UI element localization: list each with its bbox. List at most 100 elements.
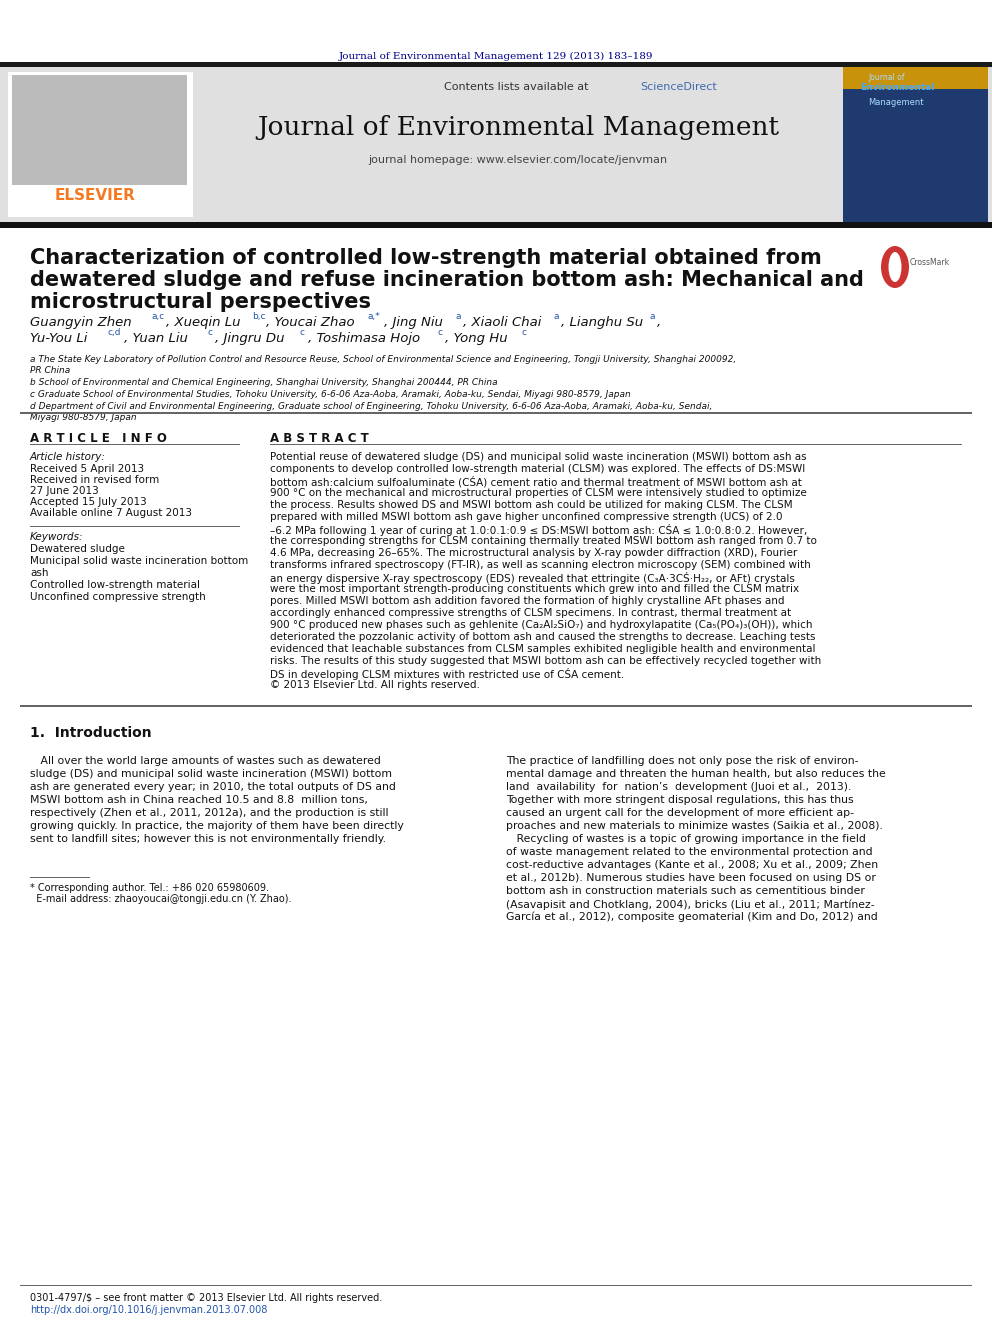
Text: , Yuan Liu: , Yuan Liu [124,332,187,345]
Text: http://dx.doi.org/10.1016/j.jenvman.2013.07.008: http://dx.doi.org/10.1016/j.jenvman.2013… [30,1304,268,1315]
Text: All over the world large amounts of wastes such as dewatered: All over the world large amounts of wast… [30,755,381,766]
Text: Journal of: Journal of [868,73,905,82]
Text: MSWI bottom ash in China reached 10.5 and 8.8  million tons,: MSWI bottom ash in China reached 10.5 an… [30,795,368,804]
Text: c: c [207,328,212,337]
Text: a The State Key Laboratory of Pollution Control and Resource Reuse, School of En: a The State Key Laboratory of Pollution … [30,355,736,364]
Text: c,d: c,d [108,328,121,337]
Text: a: a [649,312,655,321]
Text: b,c: b,c [252,312,266,321]
Text: deteriorated the pozzolanic activity of bottom ash and caused the strengths to d: deteriorated the pozzolanic activity of … [270,632,815,642]
Text: 1.  Introduction: 1. Introduction [30,726,152,740]
Text: 900 °C produced new phases such as gehlenite (Ca₂Al₂SiO₇) and hydroxylapatite (C: 900 °C produced new phases such as gehle… [270,620,812,630]
Text: d Department of Civil and Environmental Engineering, Graduate school of Engineer: d Department of Civil and Environmental … [30,402,712,411]
Text: Controlled low-strength material: Controlled low-strength material [30,579,200,590]
Text: 27 June 2013: 27 June 2013 [30,486,99,496]
Text: Keywords:: Keywords: [30,532,83,542]
Text: * Corresponding author. Tel.: +86 020 65980609.: * Corresponding author. Tel.: +86 020 65… [30,882,269,893]
Text: Accepted 15 July 2013: Accepted 15 July 2013 [30,497,147,507]
Text: evidenced that leachable substances from CLSM samples exhibited negligible healt: evidenced that leachable substances from… [270,644,815,654]
Text: , Jingru Du: , Jingru Du [215,332,285,345]
Text: c Graduate School of Environmental Studies, Tohoku University, 6-6-06 Aza-Aoba, : c Graduate School of Environmental Studi… [30,390,631,400]
Bar [0,222,992,228]
Text: an energy dispersive X-ray spectroscopy (EDS) revealed that ettringite (C₃A·3CŚ·: an energy dispersive X-ray spectroscopy … [270,572,795,583]
Bar [20,411,972,414]
Text: the process. Results showed DS and MSWI bottom ash could be utilized for making : the process. Results showed DS and MSWI … [270,500,793,509]
Text: ash are generated every year; in 2010, the total outputs of DS and: ash are generated every year; in 2010, t… [30,782,396,792]
Bar [20,705,972,706]
Text: Yu-You Li: Yu-You Li [30,332,87,345]
Text: Together with more stringent disposal regulations, this has thus: Together with more stringent disposal re… [506,795,854,804]
Text: caused an urgent call for the development of more efficient ap-: caused an urgent call for the developmen… [506,808,854,818]
Text: Journal of Environmental Management 129 (2013) 183–189: Journal of Environmental Management 129 … [338,52,654,61]
Ellipse shape [881,246,909,288]
Ellipse shape [889,251,902,282]
Text: PR China: PR China [30,366,70,374]
Text: transforms infrared spectroscopy (FT-IR), as well as scanning electron microscop: transforms infrared spectroscopy (FT-IR)… [270,560,810,570]
Text: pores. Milled MSWI bottom ash addition favored the formation of highly crystalli: pores. Milled MSWI bottom ash addition f… [270,595,785,606]
Text: , Toshimasa Hojo: , Toshimasa Hojo [308,332,421,345]
Text: , Jing Niu: , Jing Niu [384,316,442,329]
Text: (Asavapisit and Chotklang, 2004), bricks (Liu et al., 2011; Martínez-: (Asavapisit and Chotklang, 2004), bricks… [506,900,875,909]
Text: were the most important strength-producing constituents which grew into and fill: were the most important strength-produci… [270,583,800,594]
Bar [843,67,988,89]
Text: The practice of landfilling does not only pose the risk of environ-: The practice of landfilling does not onl… [506,755,858,766]
Bar [8,71,193,217]
Text: components to develop controlled low-strength material (CLSM) was explored. The : components to develop controlled low-str… [270,464,806,474]
Text: Unconfined compressive strength: Unconfined compressive strength [30,591,205,602]
Text: a: a [553,312,558,321]
Text: b School of Environmental and Chemical Engineering, Shanghai University, Shangha: b School of Environmental and Chemical E… [30,378,498,388]
Text: et al., 2012b). Numerous studies have been focused on using DS or: et al., 2012b). Numerous studies have be… [506,873,876,882]
Text: a,c: a,c [152,312,166,321]
Text: © 2013 Elsevier Ltd. All rights reserved.: © 2013 Elsevier Ltd. All rights reserved… [270,680,480,691]
Text: Characterization of controlled low-strength material obtained from: Characterization of controlled low-stren… [30,247,821,269]
Text: Potential reuse of dewatered sludge (DS) and municipal solid waste incineration : Potential reuse of dewatered sludge (DS)… [270,452,806,462]
Text: proaches and new materials to minimize wastes (Saikia et al., 2008).: proaches and new materials to minimize w… [506,822,883,831]
Text: ELSEVIER: ELSEVIER [55,188,136,202]
Text: a: a [455,312,460,321]
Bar [12,75,187,185]
Text: bottom ash in construction materials such as cementitious binder: bottom ash in construction materials suc… [506,886,865,896]
Text: ,: , [657,316,662,329]
Text: 900 °C on the mechanical and microstructural properties of CLSM were intensively: 900 °C on the mechanical and microstruct… [270,488,806,497]
Text: Received in revised form: Received in revised form [30,475,160,486]
Text: sent to landfill sites; however this is not environmentally friendly.: sent to landfill sites; however this is … [30,833,386,844]
Bar [843,67,988,222]
Text: Municipal solid waste incineration bottom: Municipal solid waste incineration botto… [30,556,248,566]
Bar [0,67,992,222]
Text: c: c [521,328,526,337]
Text: Guangyin Zhen: Guangyin Zhen [30,316,132,329]
Text: Available online 7 August 2013: Available online 7 August 2013 [30,508,192,519]
Text: Miyagi 980-8579, Japan: Miyagi 980-8579, Japan [30,413,137,422]
Text: mental damage and threaten the human health, but also reduces the: mental damage and threaten the human hea… [506,769,886,779]
Text: the corresponding strengths for CLSM containing thermally treated MSWI bottom as: the corresponding strengths for CLSM con… [270,536,816,546]
Text: –6.2 MPa following 1 year of curing at 1.0:0.1:0.9 ≤ DS:MSWI bottom ash: CŚA ≤ 1: –6.2 MPa following 1 year of curing at 1… [270,524,807,536]
Text: , Yong Hu: , Yong Hu [445,332,508,345]
Text: Contents lists available at: Contents lists available at [444,82,592,93]
Text: c: c [300,328,305,337]
Text: Article history:: Article history: [30,452,106,462]
Text: Journal of Environmental Management: Journal of Environmental Management [257,115,779,140]
Text: , Xueqin Lu: , Xueqin Lu [166,316,240,329]
Text: ScienceDirect: ScienceDirect [640,82,717,93]
Text: , Xiaoli Chai: , Xiaoli Chai [463,316,542,329]
Text: A R T I C L E   I N F O: A R T I C L E I N F O [30,433,167,445]
Text: , Youcai Zhao: , Youcai Zhao [266,316,354,329]
Text: c: c [437,328,442,337]
Bar [0,62,992,67]
Text: microstructural perspectives: microstructural perspectives [30,292,371,312]
Text: ash: ash [30,568,49,578]
Text: DS in developing CLSM mixtures with restricted use of CŚA cement.: DS in developing CLSM mixtures with rest… [270,668,624,680]
Text: García et al., 2012), composite geomaterial (Kim and Do, 2012) and: García et al., 2012), composite geomater… [506,912,878,922]
Text: dewatered sludge and refuse incineration bottom ash: Mechanical and: dewatered sludge and refuse incineration… [30,270,864,290]
Text: accordingly enhanced compressive strengths of CLSM specimens. In contrast, therm: accordingly enhanced compressive strengt… [270,609,792,618]
Bar [195,67,840,222]
Text: journal homepage: www.elsevier.com/locate/jenvman: journal homepage: www.elsevier.com/locat… [368,155,668,165]
Text: CrossMark: CrossMark [910,258,950,267]
Text: A B S T R A C T: A B S T R A C T [270,433,369,445]
Text: sludge (DS) and municipal solid waste incineration (MSWI) bottom: sludge (DS) and municipal solid waste in… [30,769,392,779]
Text: prepared with milled MSWI bottom ash gave higher unconfined compressive strength: prepared with milled MSWI bottom ash gav… [270,512,783,523]
Text: respectively (Zhen et al., 2011, 2012a), and the production is still: respectively (Zhen et al., 2011, 2012a),… [30,808,389,818]
Text: Received 5 April 2013: Received 5 April 2013 [30,464,144,474]
Text: E-mail address: zhaoyoucai@tongji.edu.cn (Y. Zhao).: E-mail address: zhaoyoucai@tongji.edu.cn… [30,894,292,904]
Text: Management: Management [868,98,924,107]
